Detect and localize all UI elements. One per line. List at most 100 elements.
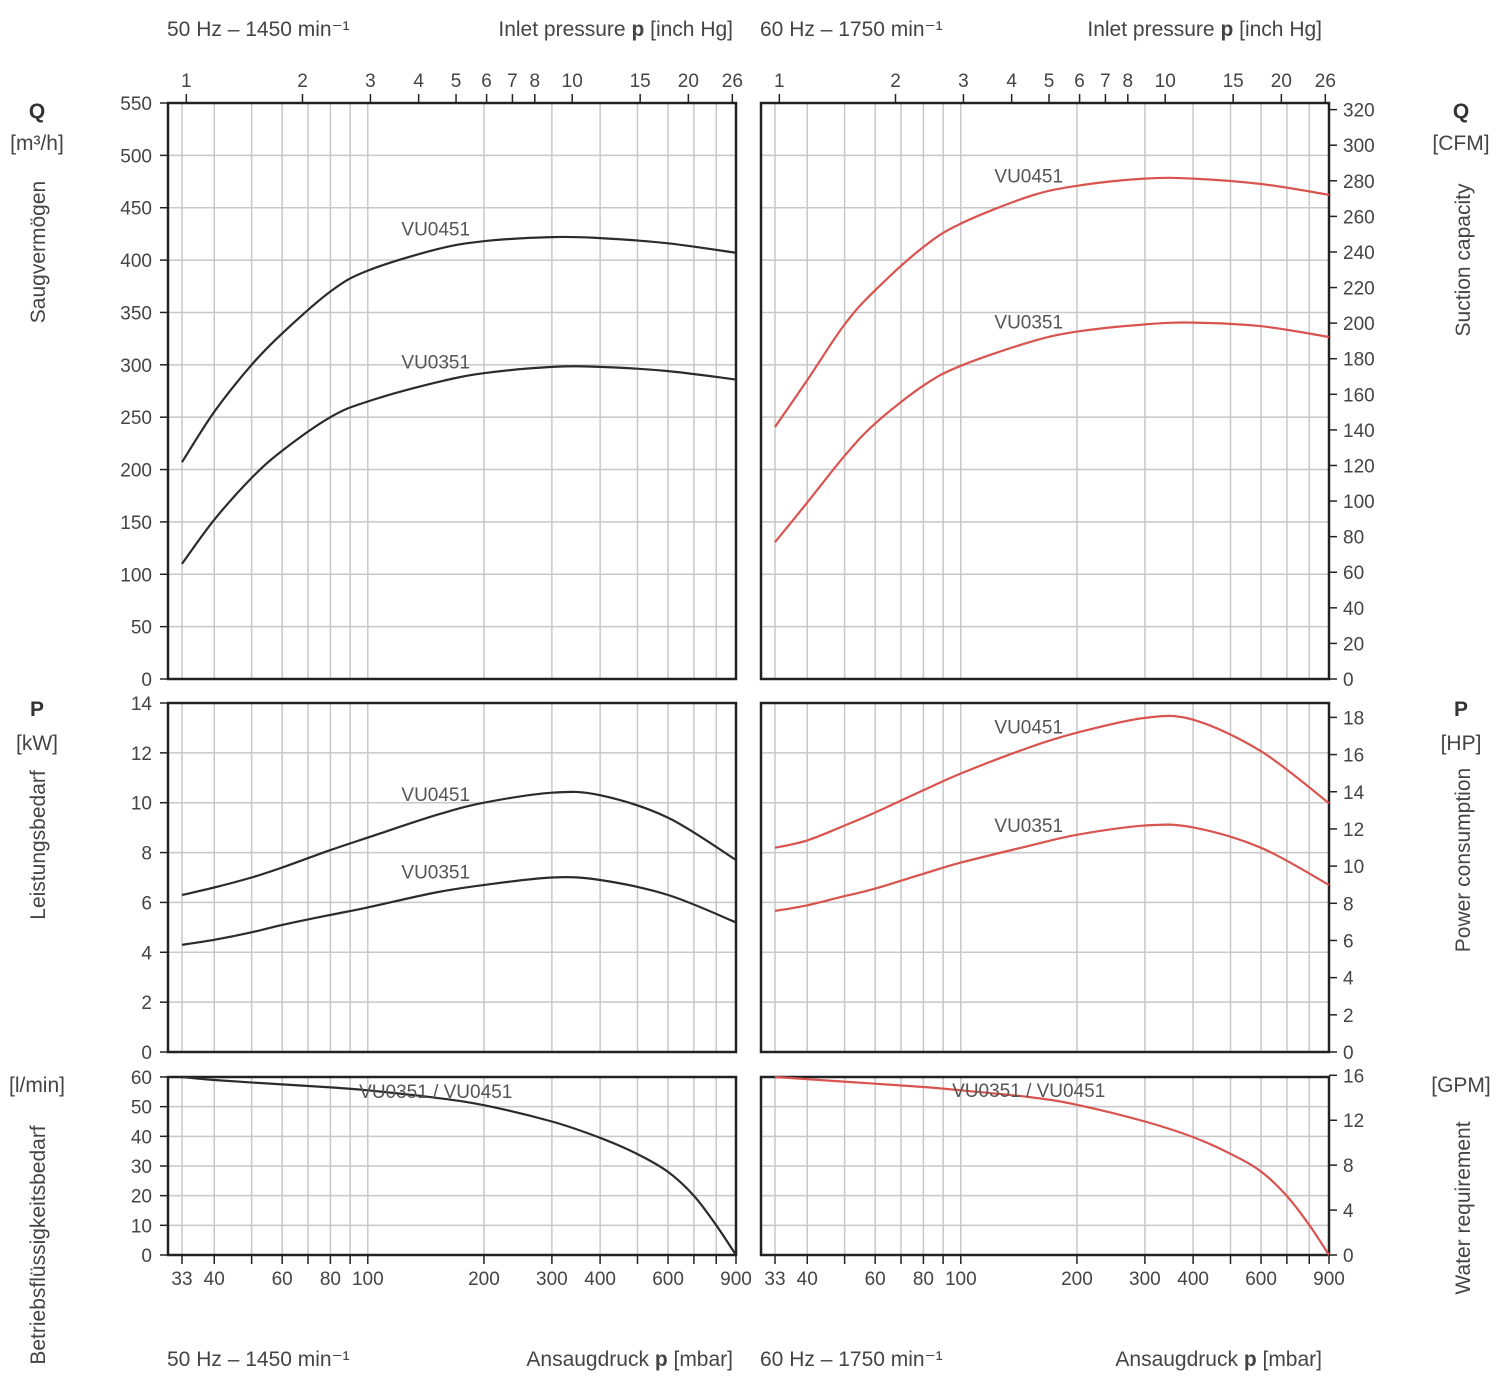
curve-vu0351vu0451 <box>181 1075 737 1256</box>
y-tick-label: 50 <box>131 618 152 639</box>
panel-frame <box>759 701 1331 1054</box>
series-label: VU0351 <box>401 862 470 883</box>
y-tick-label: 450 <box>120 199 152 220</box>
curve-vu0451 <box>181 235 737 463</box>
y-tick-label: 4 <box>141 943 152 964</box>
p-symbol-right: P <box>1454 698 1468 721</box>
x-tick-label-mbar: 40 <box>797 1269 818 1290</box>
bottom-right-speed: 60 Hz – 1750 min⁻¹ <box>760 1348 943 1371</box>
x-tick-label-inhg: 2 <box>890 71 901 92</box>
y-tick-label-right: 16 <box>1343 1066 1364 1087</box>
w-label-left: Betriebsflüssigkeitsbedarf <box>27 1125 50 1364</box>
y-tick-label: 12 <box>131 744 152 765</box>
x-tick-label-inhg: 6 <box>1074 71 1085 92</box>
y-tick-label-right: 8 <box>1343 894 1354 915</box>
x-tick-label-inhg: 4 <box>413 71 424 92</box>
q-unit-left: [m³/h] <box>10 132 64 155</box>
series-label: VU0451 <box>994 718 1063 739</box>
x-tick-label-inhg: 8 <box>1123 71 1134 92</box>
panel-r2-c0: 0 10 20 30 40 50 60 33 40 60 80 100 200 300 400 600 900 <box>131 1068 752 1290</box>
series-label: VU0451 <box>994 167 1063 188</box>
curve-vu0451 <box>774 714 1330 849</box>
x-tick-label-mbar: 200 <box>468 1269 500 1290</box>
x-tick-label-mbar: 33 <box>764 1269 785 1290</box>
y-tick-label-right: 280 <box>1343 172 1375 193</box>
x-tick-label-inhg: 5 <box>1044 71 1055 92</box>
y-tick-label-right: 100 <box>1343 492 1375 513</box>
x-tick-label-mbar: 400 <box>1177 1269 1209 1290</box>
x-tick-label-inhg: 3 <box>365 71 376 92</box>
panel-r0-c0: 0 50 100 150 200 250 300 350 400 450 500 550 1 2 3 4 5 6 7… <box>120 71 743 691</box>
x-tick-label-inhg: 2 <box>297 71 308 92</box>
y-tick-label: 150 <box>120 513 152 534</box>
y-tick-label-right: 14 <box>1343 783 1365 804</box>
panel-r1-c1: 0 2 4 6 8 10 12 14 16 18 <box>759 701 1365 1064</box>
panel-r2-c1: 0 4 8 12 16 33 40 60 80 100 200 300 400 600 900 <box>759 1066 1364 1290</box>
x-tick-label-inhg: 15 <box>1223 71 1244 92</box>
x-tick-label-mbar: 900 <box>1313 1269 1345 1290</box>
y-tick-label: 300 <box>120 356 152 377</box>
top-left-inlet-label: Inlet pressure p [inch Hg] <box>498 18 733 41</box>
x-tick-label-inhg: 7 <box>507 71 518 92</box>
bottom-left-speed: 50 Hz – 1450 min⁻¹ <box>167 1348 350 1371</box>
y-tick-label-right: 2 <box>1343 1006 1354 1027</box>
y-tick-label-right: 6 <box>1343 931 1354 952</box>
y-tick-label-right: 180 <box>1343 350 1375 371</box>
x-tick-label-mbar: 200 <box>1061 1269 1093 1290</box>
y-tick-label: 20 <box>131 1187 152 1208</box>
panel-frame <box>166 701 738 1054</box>
y-tick-label-right: 4 <box>1343 969 1354 990</box>
x-tick-label-inhg: 7 <box>1100 71 1111 92</box>
y-tick-label-right: 8 <box>1343 1156 1354 1177</box>
x-tick-label-inhg: 20 <box>1271 71 1292 92</box>
y-tick-label-right: 0 <box>1343 1043 1354 1064</box>
y-tick-label: 0 <box>141 1246 152 1267</box>
y-tick-label-right: 220 <box>1343 279 1375 300</box>
x-tick-label-mbar: 60 <box>865 1269 886 1290</box>
x-tick-label-mbar: 33 <box>171 1269 192 1290</box>
y-tick-label: 0 <box>141 1043 152 1064</box>
y-tick-label: 8 <box>141 844 152 865</box>
q-symbol-left: Q <box>29 100 45 123</box>
w-unit-left: [l/min] <box>9 1074 65 1097</box>
panel-frame <box>166 101 738 681</box>
curve-vu0451 <box>181 790 737 897</box>
y-tick-label-right: 40 <box>1343 599 1364 620</box>
p-symbol-left: P <box>30 698 44 721</box>
y-tick-label: 350 <box>120 303 152 324</box>
y-tick-label-right: 4 <box>1343 1201 1354 1222</box>
y-tick-label: 60 <box>131 1068 152 1089</box>
x-tick-label-mbar: 600 <box>652 1269 684 1290</box>
series-label: VU0451 <box>401 220 470 241</box>
y-tick-label-right: 12 <box>1343 820 1364 841</box>
x-tick-label-mbar: 60 <box>272 1269 293 1290</box>
p-label-right: Power consumption <box>1452 768 1475 952</box>
x-tick-label-mbar: 80 <box>320 1269 341 1290</box>
x-tick-label-inhg: 1 <box>774 71 785 92</box>
bottom-left-mbar-label: Ansaugdruck p [mbar] <box>526 1348 733 1371</box>
x-tick-label-inhg: 15 <box>630 71 651 92</box>
x-tick-label-inhg: 1 <box>181 71 192 92</box>
p-unit-right: [HP] <box>1441 732 1482 755</box>
series-label: VU0351 / VU0451 <box>359 1082 512 1103</box>
x-tick-label-mbar: 600 <box>1245 1269 1277 1290</box>
q-label-right: Suction capacity <box>1452 183 1475 336</box>
x-tick-label-mbar: 900 <box>720 1269 752 1290</box>
y-tick-label-right: 12 <box>1343 1111 1364 1132</box>
curve-vu0451 <box>774 176 1330 428</box>
q-label-left: Saugvermögen <box>27 181 50 323</box>
w-unit-right: [GPM] <box>1431 1074 1491 1097</box>
top-right-inlet-label: Inlet pressure p [inch Hg] <box>1087 18 1322 41</box>
x-tick-label-inhg: 10 <box>1155 71 1176 92</box>
q-symbol-right: Q <box>1453 100 1469 123</box>
y-tick-label-right: 260 <box>1343 207 1375 228</box>
y-tick-label: 500 <box>120 146 152 167</box>
q-unit-right: [CFM] <box>1432 132 1489 155</box>
series-label: VU0351 <box>401 353 470 374</box>
y-tick-label: 200 <box>120 461 152 482</box>
y-tick-label: 2 <box>141 993 152 1014</box>
x-tick-label-inhg: 4 <box>1006 71 1017 92</box>
x-tick-label-inhg: 20 <box>678 71 699 92</box>
